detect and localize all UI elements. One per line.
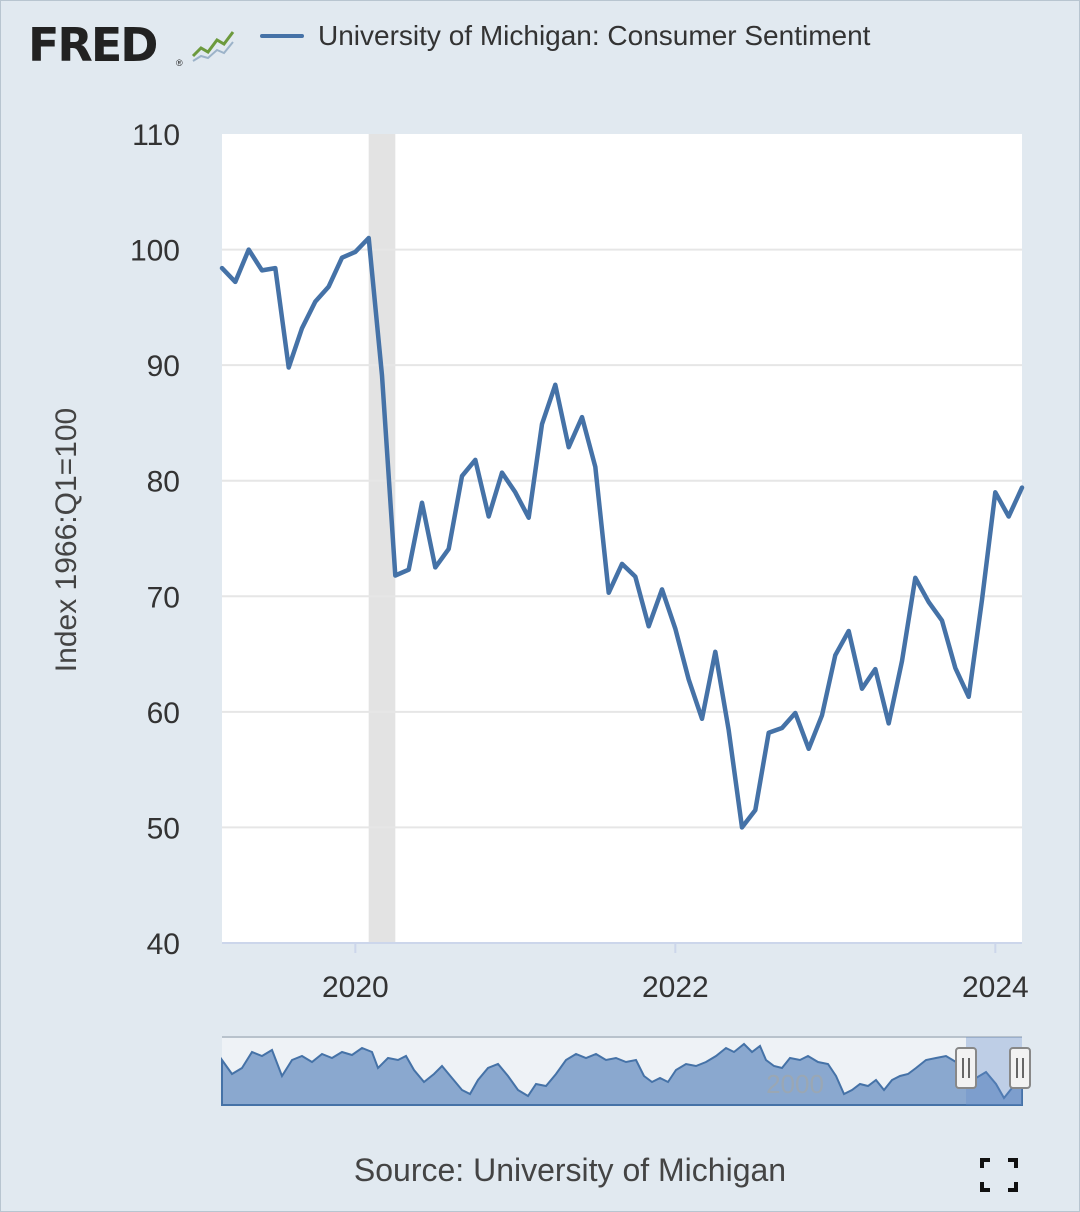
data-point-2024-01[interactable]	[991, 488, 999, 496]
data-point-2021-04[interactable]	[551, 381, 559, 389]
data-point-2020-03[interactable]	[378, 372, 386, 380]
data-point-2021-02[interactable]	[525, 514, 533, 522]
y-tick-label-100: 100	[130, 235, 180, 268]
y-tick-label-110: 110	[132, 119, 180, 152]
navigator-right-handle-box	[1009, 1047, 1031, 1089]
data-point-2021-05[interactable]	[565, 443, 573, 451]
plot-area	[222, 134, 1022, 943]
data-point-2023-09[interactable]	[938, 617, 946, 625]
data-point-2019-05[interactable]	[245, 246, 253, 254]
data-point-2020-02[interactable]	[365, 234, 373, 242]
x-tick-label-2022: 2022	[642, 971, 709, 1004]
data-point-2024-02[interactable]	[1005, 513, 1013, 521]
data-point-2019-12[interactable]	[338, 254, 346, 262]
data-point-2019-04[interactable]	[231, 278, 239, 286]
x-tick-label-2024: 2024	[962, 971, 1029, 1004]
data-point-2024-03[interactable]	[1018, 484, 1026, 492]
data-point-2023-11[interactable]	[965, 693, 973, 701]
data-point-2022-12[interactable]	[818, 711, 826, 719]
y-tick-label-40: 40	[147, 928, 180, 961]
x-axis-tick-labels: 2020 2022 2024	[322, 943, 1029, 1004]
y-tick-label-60: 60	[147, 697, 180, 730]
data-point-2022-01[interactable]	[671, 625, 679, 633]
x-tick-label-2020: 2020	[322, 971, 389, 1004]
trend-line-icon	[190, 26, 236, 64]
data-point-2021-06[interactable]	[578, 413, 586, 421]
data-point-2019-08[interactable]	[285, 363, 293, 371]
data-point-2021-09[interactable]	[618, 560, 626, 568]
data-point-2021-11[interactable]	[645, 622, 653, 630]
data-point-2020-06[interactable]	[418, 499, 426, 507]
data-point-2022-09[interactable]	[778, 724, 786, 732]
source-note: Source: University of Michigan	[353, 1152, 787, 1188]
data-point-2020-04[interactable]	[391, 571, 399, 579]
data-point-2022-05[interactable]	[725, 726, 733, 734]
data-point-2019-07[interactable]	[271, 264, 279, 272]
y-tick-label-70: 70	[147, 581, 180, 614]
data-point-2021-01[interactable]	[511, 488, 519, 496]
data-point-2020-09[interactable]	[458, 472, 466, 480]
data-point-2023-06[interactable]	[898, 657, 906, 665]
data-point-2023-04[interactable]	[871, 665, 879, 673]
data-point-2020-05[interactable]	[405, 566, 413, 574]
legend-label: University of Michigan: Consumer Sentime…	[318, 20, 871, 51]
legend-line-swatch	[260, 34, 304, 38]
data-point-2019-09[interactable]	[298, 324, 306, 332]
fullscreen-icon[interactable]	[980, 1158, 1018, 1192]
navigator-left-handle-box	[955, 1047, 977, 1089]
y-axis-label: Index 1966:Q1=100	[50, 408, 83, 672]
data-point-2023-12[interactable]	[978, 596, 986, 604]
data-point-2022-03[interactable]	[698, 715, 706, 723]
data-point-2019-06[interactable]	[258, 266, 266, 274]
data-point-2022-10[interactable]	[791, 709, 799, 717]
data-point-2023-02[interactable]	[845, 627, 853, 635]
fred-logo[interactable]: FRED	[28, 18, 158, 72]
navigator-right-handle[interactable]	[1009, 1047, 1031, 1089]
registered-mark: ®	[176, 58, 183, 68]
navigator-left-handle[interactable]	[955, 1047, 977, 1089]
data-point-2023-03[interactable]	[858, 685, 866, 693]
data-point-2023-10[interactable]	[951, 664, 959, 672]
data-point-2020-11[interactable]	[485, 513, 493, 521]
data-point-2021-10[interactable]	[631, 573, 639, 581]
data-point-2020-08[interactable]	[445, 545, 453, 553]
data-point-2021-08[interactable]	[605, 589, 613, 597]
data-point-2022-02[interactable]	[685, 675, 693, 683]
data-point-2020-07[interactable]	[431, 563, 439, 571]
data-point-2022-08[interactable]	[765, 729, 773, 737]
data-point-2021-07[interactable]	[591, 463, 599, 471]
data-point-2022-07[interactable]	[751, 806, 759, 814]
navigator-year-label: 2000	[766, 1069, 824, 1099]
data-point-2023-05[interactable]	[885, 719, 893, 727]
data-point-2023-01[interactable]	[831, 651, 839, 659]
data-point-2019-03[interactable]	[218, 264, 226, 272]
data-point-2019-10[interactable]	[311, 298, 319, 306]
legend[interactable]: University of Michigan: Consumer Sentime…	[260, 20, 870, 52]
data-point-2020-10[interactable]	[471, 456, 479, 464]
data-point-2021-12[interactable]	[658, 585, 666, 593]
series-line-consumer-sentiment[interactable]	[219, 235, 1025, 830]
range-navigator[interactable]: 2000	[221, 1036, 1031, 1106]
y-tick-label-90: 90	[147, 350, 180, 383]
data-point-2020-12[interactable]	[498, 469, 506, 477]
data-point-2023-07[interactable]	[911, 574, 919, 582]
data-point-2021-03[interactable]	[538, 420, 546, 428]
data-point-2019-11[interactable]	[325, 283, 333, 291]
y-tick-label-50: 50	[147, 812, 180, 845]
data-point-2022-11[interactable]	[805, 745, 813, 753]
data-point-2022-04[interactable]	[711, 648, 719, 656]
data-point-2023-08[interactable]	[925, 598, 933, 606]
data-point-2022-06[interactable]	[738, 823, 746, 831]
data-point-2020-01[interactable]	[351, 248, 359, 256]
navigator-history-area	[221, 1042, 1023, 1106]
y-tick-label-80: 80	[147, 466, 180, 499]
y-axis-tick-labels: 40 50 60 70 80 90 100 110	[130, 119, 180, 961]
